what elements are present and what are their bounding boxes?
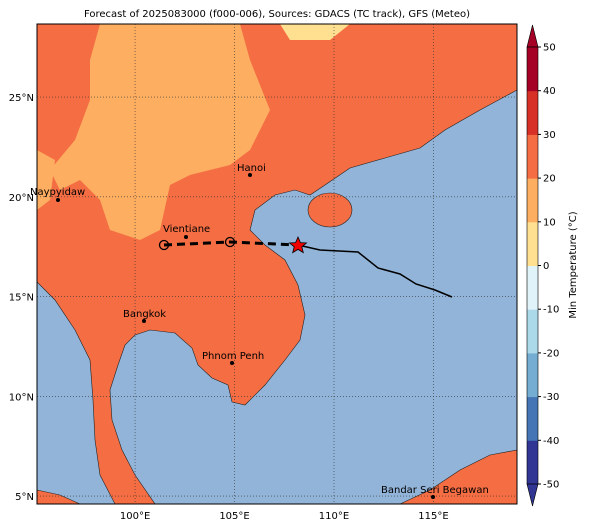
colorbar-segment	[527, 134, 538, 179]
colorbar-tick-label: 0	[543, 261, 549, 272]
city-label: Bandar Seri Begawan	[381, 485, 489, 496]
city-label: Vientiane	[163, 224, 210, 235]
colorbar-segment	[527, 90, 538, 135]
lat-label: 5°N	[15, 492, 34, 503]
map: Naypyidaw Hanoi Vientiane Bangkok Phnom …	[30, 23, 518, 505]
colorbar-segment	[527, 221, 538, 266]
colorbar-tick-label: -10	[543, 305, 559, 316]
cold-area	[280, 24, 350, 40]
colorbar-tick-label: 40	[543, 86, 556, 97]
hainan	[307, 192, 353, 228]
lon-label: 110°E	[319, 511, 349, 522]
city-dot	[248, 173, 252, 177]
forecast-track	[297, 244, 453, 298]
colorbar-tick-label: -20	[543, 348, 559, 359]
lon-label: 115°E	[418, 511, 448, 522]
colorbar-tick-label: -30	[543, 392, 559, 403]
colorbar-segment	[527, 309, 538, 354]
colorbar-tick-label: -40	[543, 436, 559, 447]
map-frame	[36, 23, 518, 505]
lon-label: 100°E	[120, 511, 150, 522]
city-dot	[431, 495, 435, 499]
colorbar-segment	[527, 352, 538, 398]
highland	[50, 24, 270, 240]
colorbar-tick-label: 30	[543, 130, 556, 141]
lon-label: 105°E	[219, 511, 249, 522]
city-label: Naypyidaw	[30, 187, 85, 198]
colorbar-tick-label: 50	[543, 43, 556, 54]
lat-label: 25°N	[9, 93, 34, 104]
colorbar-label: Min Temperature (°C)	[568, 211, 579, 318]
lat-label: 20°N	[9, 193, 34, 204]
city-dot	[56, 198, 60, 202]
colorbar-tick-label: 10	[543, 217, 556, 228]
cities: Naypyidaw Hanoi Vientiane Bangkok Phnom …	[30, 163, 489, 499]
colorbar-segment	[527, 47, 538, 92]
colorbar: -50 -40 -30 -20 -10 0 10 20 30 40 50	[526, 24, 559, 507]
track-point	[158, 239, 170, 251]
title: Forecast of 2025083000 (f000-006), Sourc…	[84, 9, 470, 20]
colorbar-segment	[527, 440, 538, 485]
city-label: Bangkok	[123, 309, 166, 320]
lat-label: 10°N	[9, 392, 34, 403]
current-position	[288, 235, 308, 254]
track-point	[224, 236, 236, 248]
city-dot	[230, 361, 234, 365]
colorbar-segment	[527, 396, 538, 441]
colorbar-extend	[526, 24, 539, 48]
colorbar-segment	[527, 178, 538, 223]
past-track	[163, 240, 299, 247]
city-dot	[142, 319, 146, 323]
city-label: Phnom Penh	[202, 351, 264, 362]
colorbar-segment	[527, 265, 538, 310]
city-label: Hanoi	[237, 163, 266, 174]
city-dot	[184, 235, 188, 239]
colorbar-tick-label: -50	[543, 480, 559, 491]
highland	[37, 150, 55, 210]
colorbar-tick-label: 20	[543, 174, 556, 185]
colorbar-extend	[526, 483, 539, 507]
lat-label: 15°N	[9, 293, 34, 304]
